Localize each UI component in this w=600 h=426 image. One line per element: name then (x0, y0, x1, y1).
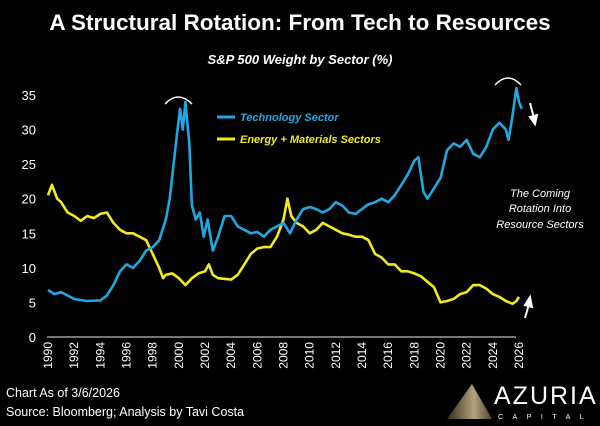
peak-arc-2025 (494, 77, 522, 86)
legend-label-energy: Energy + Materials Sectors (240, 134, 381, 146)
y-tick-label: 0 (29, 330, 36, 345)
x-tick-label: 2018 (407, 342, 421, 369)
arrow-up-icon (523, 294, 534, 319)
annotation-line: Rotation Into (509, 203, 571, 215)
footer-source: Source: Bloomberg; Analysis by Tavi Cost… (6, 405, 244, 419)
x-tick-label: 2024 (486, 342, 500, 369)
x-tick-label: 2016 (381, 342, 395, 369)
y-tick-label: 35 (22, 88, 36, 103)
x-tick-label: 1992 (67, 342, 81, 369)
x-tick-label: 2002 (198, 342, 212, 369)
x-tick-label: 2010 (303, 342, 317, 369)
annotation-line: The Coming (510, 188, 571, 200)
x-tick-label: 1998 (146, 342, 160, 369)
x-tick-label: 2012 (329, 342, 343, 369)
x-tick-label: 2026 (512, 342, 526, 369)
y-tick-label: 15 (22, 226, 36, 241)
x-tick-label: 1994 (93, 342, 107, 369)
x-tick-label: 2004 (224, 342, 238, 369)
chart-subtitle: S&P 500 Weight by Sector (%) (208, 52, 393, 67)
x-tick-label: 1990 (41, 342, 55, 369)
logo-sub: CAPITAL (498, 414, 593, 421)
series-line-energy-materials-sectors (46, 183, 521, 306)
x-tick-label: 2006 (250, 342, 264, 369)
x-tick-label: 2000 (172, 342, 186, 369)
series-line-technology-sector (47, 86, 523, 303)
annotation: The Coming Rotation Into Resource Sector… (496, 188, 584, 231)
y-tick-label: 5 (29, 295, 36, 310)
y-tick-label: 10 (22, 261, 36, 276)
x-tick-label: 2020 (434, 342, 448, 369)
logo-name: AZURIA (494, 382, 598, 410)
y-tick-label: 20 (22, 192, 36, 207)
x-tick-label: 2008 (277, 342, 291, 369)
logo-mark (447, 384, 492, 419)
legend-label-technology: Technology Sector (240, 112, 339, 124)
y-tick-label: 25 (22, 157, 36, 172)
chart-title: A Structural Rotation: From Tech to Reso… (49, 10, 550, 35)
footer-date: Chart As of 3/6/2026 (6, 386, 120, 400)
arrow-down-icon (528, 102, 539, 127)
y-tick-label: 30 (22, 123, 36, 138)
x-tick-label: 2022 (460, 342, 474, 369)
x-tick-label: 1996 (120, 342, 134, 369)
peak-arc-2000 (164, 96, 193, 105)
annotation-line: Resource Sectors (496, 219, 584, 231)
x-tick-label: 2014 (355, 342, 369, 369)
legend: Technology Sector Energy + Materials Sec… (217, 112, 381, 146)
